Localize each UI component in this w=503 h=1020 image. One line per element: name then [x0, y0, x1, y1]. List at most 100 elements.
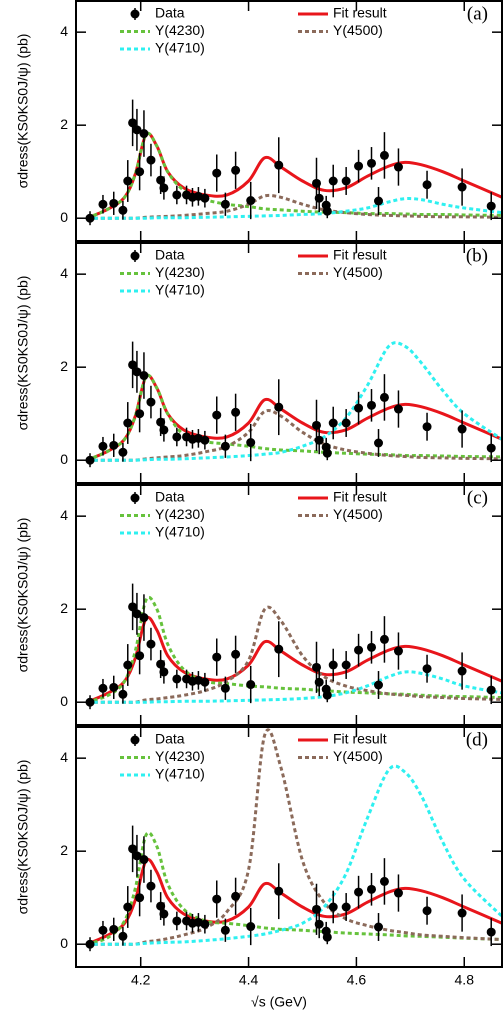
data-point — [118, 447, 128, 457]
data-point — [422, 180, 432, 190]
data-point — [367, 884, 377, 894]
legend-label: Y(4710) — [155, 766, 205, 782]
data-point — [159, 667, 169, 677]
data-point — [146, 639, 156, 649]
plot-area — [85, 583, 502, 710]
frame — [75, 242, 503, 484]
data-point — [156, 659, 166, 669]
data-point — [172, 190, 182, 200]
data-point — [128, 118, 138, 128]
data-point — [328, 660, 338, 670]
data-point — [98, 925, 108, 935]
data-point — [457, 908, 467, 918]
frame — [75, 726, 503, 968]
curve — [86, 131, 502, 220]
data-point — [274, 402, 284, 412]
data-point — [109, 440, 119, 450]
data-point — [354, 161, 364, 171]
curve — [86, 670, 502, 704]
data-point — [212, 894, 222, 904]
panel: 0 2 4 (a) σdress(KS0KS0J/ψ) (pb) Data Fit resu… — [15, 0, 503, 242]
panel-label: (b) — [466, 245, 488, 266]
data-point — [212, 168, 222, 178]
data-point — [135, 409, 145, 419]
curve — [86, 595, 502, 704]
data-point — [85, 697, 95, 707]
data-point — [374, 680, 384, 690]
data-point — [322, 932, 332, 942]
data-point — [172, 674, 182, 684]
data-point — [393, 888, 403, 898]
data-point — [123, 902, 133, 912]
x-tick-label: 4.6 — [347, 972, 367, 988]
data-point — [139, 129, 149, 139]
data-point — [156, 175, 166, 185]
panel-label: (d) — [466, 729, 488, 750]
legend-label: Y(4500) — [333, 748, 383, 764]
curve — [86, 341, 502, 462]
data-point — [132, 125, 142, 135]
data-point — [367, 400, 377, 410]
data-point — [118, 205, 128, 215]
legend-label: Data — [155, 247, 185, 263]
data-point — [156, 417, 166, 427]
data-point — [422, 422, 432, 432]
curve — [86, 197, 502, 220]
data-point — [135, 893, 145, 903]
legend-label: Data — [155, 5, 185, 21]
data-point — [146, 881, 156, 891]
data-point — [457, 424, 467, 434]
data-point — [246, 680, 256, 690]
y-tick-label: 2 — [60, 116, 68, 132]
data-point — [379, 150, 389, 160]
y-axis-label: σdress(KS0KS0J/ψ) (pb) — [15, 518, 31, 673]
data-point — [486, 685, 496, 695]
data-point — [486, 443, 496, 453]
data-point — [341, 418, 351, 428]
x-tick-label: 4.2 — [131, 972, 151, 988]
data-point — [220, 683, 230, 693]
data-point — [98, 441, 108, 451]
legend-marker — [130, 251, 140, 261]
data-point — [128, 360, 138, 370]
data-point — [85, 213, 95, 223]
y-tick-label: 4 — [60, 23, 68, 39]
y-tick-label: 4 — [60, 507, 68, 523]
curve — [86, 605, 502, 704]
x-axis-label: √s (GeV) — [251, 994, 307, 1010]
data-point — [128, 844, 138, 854]
legend-label: Y(4230) — [155, 506, 205, 522]
data-point — [220, 199, 230, 209]
legend-label: Data — [155, 731, 185, 747]
data-point — [200, 919, 210, 929]
panel: 0 2 4 (b) σdress(KS0KS0J/ψ) (pb) Data Fit resu… — [15, 242, 503, 484]
y-tick-label: 4 — [60, 265, 68, 281]
data-point — [118, 931, 128, 941]
data-point — [139, 855, 149, 865]
data-point — [393, 404, 403, 414]
legend-label: Fit result — [333, 247, 387, 263]
y-tick-label: 2 — [60, 358, 68, 374]
data-point — [85, 455, 95, 465]
data-point — [231, 649, 241, 659]
data-point — [231, 891, 241, 901]
data-point — [314, 193, 324, 203]
data-point — [246, 922, 256, 932]
curve — [86, 615, 502, 704]
y-tick-label: 2 — [60, 842, 68, 858]
legend-label: Fit result — [333, 731, 387, 747]
data-point — [200, 193, 210, 203]
legend-label: Data — [155, 489, 185, 505]
data-point — [200, 435, 210, 445]
x-tick-label: 4.4 — [239, 972, 259, 988]
data-point — [328, 176, 338, 186]
data-point — [172, 432, 182, 442]
legend-label: Y(4500) — [333, 22, 383, 38]
data-point — [212, 652, 222, 662]
curve — [86, 193, 502, 220]
curve — [86, 857, 502, 946]
data-point — [341, 176, 351, 186]
plot-area — [85, 728, 502, 952]
data-point — [109, 682, 119, 692]
